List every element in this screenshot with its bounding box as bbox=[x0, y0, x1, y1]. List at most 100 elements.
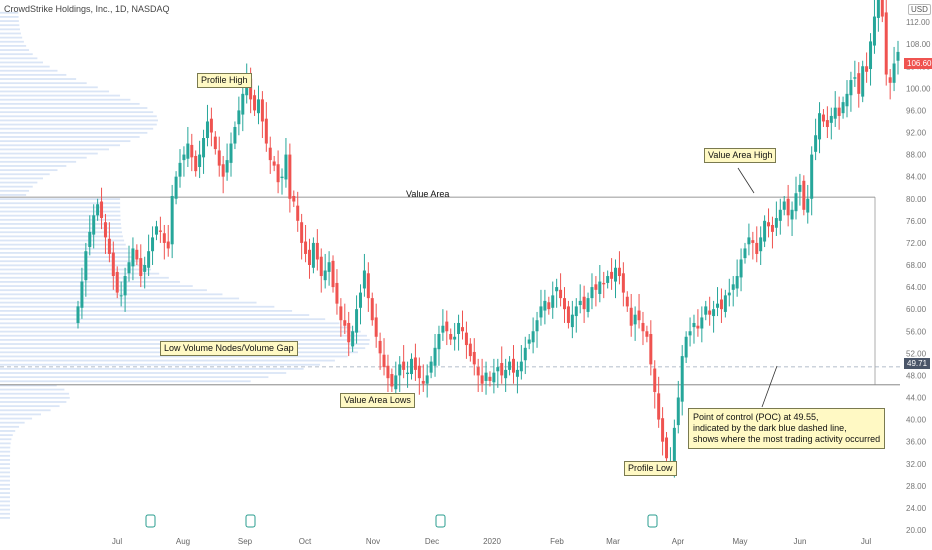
candle-body bbox=[684, 336, 688, 358]
volume-profile-bar bbox=[0, 231, 123, 234]
currency-badge[interactable]: USD bbox=[908, 4, 931, 15]
low-volume-label: Low Volume Nodes/Volume Gap bbox=[160, 341, 298, 356]
volume-profile-bar bbox=[0, 409, 51, 412]
candle-body bbox=[566, 306, 570, 323]
candle-body bbox=[166, 241, 170, 249]
candle-body bbox=[88, 231, 92, 248]
candle-body bbox=[617, 267, 621, 277]
axes: 20.00 24.00 28.00 32.00 36.00 40.00 44.00 48.00… bbox=[112, 18, 931, 546]
candle-body bbox=[892, 63, 896, 83]
candle-body bbox=[162, 233, 166, 243]
candle-body bbox=[716, 303, 720, 308]
candle-body bbox=[256, 99, 260, 114]
volume-profile-bar bbox=[0, 90, 110, 93]
candle-body bbox=[198, 154, 202, 168]
candle-body bbox=[786, 198, 790, 216]
candle-body bbox=[111, 252, 115, 277]
volume-profile-bar bbox=[0, 169, 58, 172]
candle-body bbox=[680, 356, 684, 402]
volume-profile-bar bbox=[0, 214, 121, 217]
candle-body bbox=[798, 184, 802, 192]
candle-body bbox=[547, 302, 551, 310]
volume-profile-bar bbox=[0, 355, 348, 358]
volume-profile-bar bbox=[0, 367, 304, 370]
candle-body bbox=[869, 41, 873, 70]
candle-body bbox=[304, 241, 308, 254]
last-price-tag: 106.60 bbox=[904, 58, 932, 69]
candle-body bbox=[425, 375, 429, 384]
volume-profile-bar bbox=[0, 281, 181, 283]
candle-body bbox=[417, 365, 421, 379]
candle-body bbox=[578, 300, 582, 306]
volume-profile-bar bbox=[0, 483, 11, 486]
volume-profile-bar bbox=[0, 206, 121, 209]
candle-body bbox=[339, 306, 343, 321]
candle-body bbox=[390, 374, 394, 387]
candle-body bbox=[653, 368, 657, 392]
candle-body bbox=[896, 51, 900, 61]
candle-body bbox=[260, 99, 264, 122]
volume-profile-bar bbox=[0, 148, 110, 151]
y-tick-label: 60.00 bbox=[906, 305, 927, 314]
y-tick-label: 68.00 bbox=[906, 261, 927, 270]
x-tick-label: Feb bbox=[550, 537, 564, 546]
candle-body bbox=[429, 361, 433, 373]
y-tick-label: 24.00 bbox=[906, 504, 927, 513]
volume-profile-bar bbox=[0, 496, 10, 499]
volume-profile-bar bbox=[0, 434, 13, 437]
candle-body bbox=[818, 113, 822, 140]
candle-body bbox=[508, 361, 512, 370]
candle-body bbox=[92, 215, 96, 235]
candle-body bbox=[307, 249, 311, 265]
candle-body bbox=[280, 176, 284, 179]
candle-body bbox=[719, 299, 723, 310]
candle-body bbox=[488, 376, 492, 381]
y-tick-label: 100.00 bbox=[906, 84, 931, 93]
candle-body bbox=[80, 281, 84, 308]
candle-body bbox=[453, 336, 457, 340]
y-tick-label: 40.00 bbox=[906, 416, 927, 425]
y-tick-label: 96.00 bbox=[906, 106, 927, 115]
earnings-marker-icon bbox=[647, 514, 658, 528]
candle-body bbox=[590, 287, 594, 299]
volume-profile-bar bbox=[0, 272, 160, 275]
volume-profile-bar bbox=[0, 512, 10, 515]
volume-profile-bar bbox=[0, 446, 11, 449]
candle-body bbox=[288, 154, 292, 199]
y-tick-label: 32.00 bbox=[906, 460, 927, 469]
candle-body bbox=[794, 193, 798, 212]
candle-body bbox=[621, 273, 625, 293]
candle-body bbox=[115, 271, 119, 293]
candle-body bbox=[331, 260, 335, 288]
value-area-high-label: Value Area High bbox=[704, 148, 777, 163]
volume-profile-bar bbox=[0, 488, 11, 490]
candle-body bbox=[657, 393, 661, 420]
candle-body bbox=[872, 16, 876, 46]
candle-body bbox=[747, 237, 751, 245]
candle-body bbox=[472, 351, 476, 365]
candle-body bbox=[76, 306, 80, 323]
candle-body bbox=[190, 144, 194, 158]
candle-body bbox=[441, 325, 445, 333]
x-tick-label: Sep bbox=[238, 537, 253, 546]
candle-body bbox=[849, 80, 853, 96]
y-tick-label: 44.00 bbox=[906, 394, 927, 403]
volume-profile-bar bbox=[0, 115, 157, 118]
volume-profile-bar bbox=[0, 194, 27, 196]
candle-body bbox=[484, 372, 488, 381]
candle-body bbox=[229, 143, 233, 163]
volume-profile-bar bbox=[0, 421, 25, 424]
candle-body bbox=[457, 322, 461, 335]
arrow-value-area-high bbox=[737, 167, 755, 194]
candle-body bbox=[676, 397, 680, 426]
volume-profile-bar bbox=[0, 28, 20, 31]
volume-profile-bar bbox=[0, 160, 77, 163]
candle-body bbox=[610, 271, 614, 279]
candle-body bbox=[178, 162, 182, 177]
candle-body bbox=[739, 259, 743, 278]
volume-profile-bar bbox=[0, 363, 321, 366]
candle-body bbox=[327, 262, 331, 272]
x-tick-label: Jun bbox=[794, 537, 807, 546]
candle-body bbox=[876, 0, 880, 18]
